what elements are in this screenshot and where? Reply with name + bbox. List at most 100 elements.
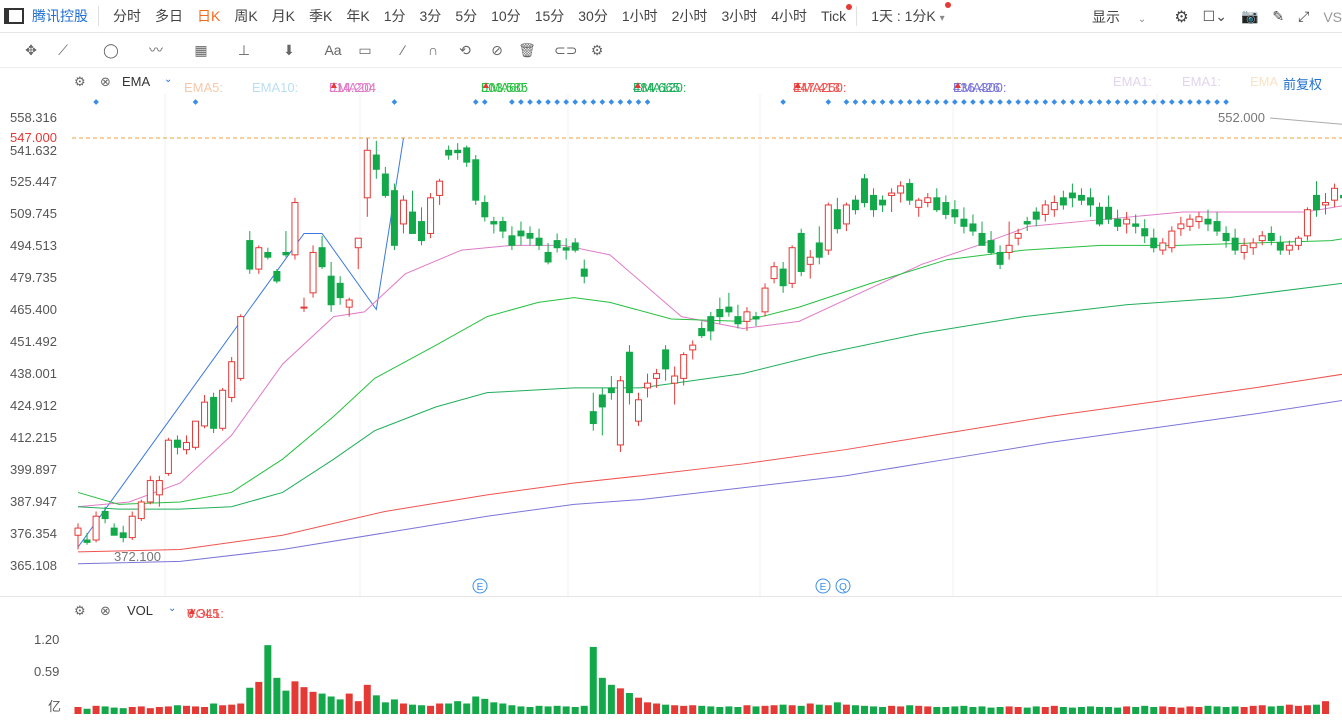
text-tool-icon[interactable]: Aa	[324, 42, 342, 58]
candle-body	[1177, 223, 1185, 230]
tab-yuek[interactable]: 月K	[271, 8, 296, 24]
volume-bar	[625, 693, 633, 714]
tab-fenshi[interactable]: 分时	[113, 8, 141, 24]
ema20-value: 514.204	[329, 80, 376, 95]
chevron-down-icon[interactable]: ⌄	[164, 74, 173, 85]
display-menu[interactable]: 显示 ⌄	[1092, 7, 1160, 27]
candle-body	[806, 256, 814, 265]
candle-body	[725, 306, 733, 313]
tab-1h[interactable]: 1小时	[621, 8, 658, 24]
volume-bar	[427, 705, 435, 714]
sync-icon[interactable]: ⟲	[459, 42, 471, 58]
event-marker-icon	[572, 99, 579, 105]
candle-body	[1023, 221, 1031, 225]
vol1-label: VOL1:	[187, 606, 224, 621]
tab-niank[interactable]: 年K	[346, 8, 370, 24]
event-marker-icon	[1187, 99, 1193, 105]
pencil-icon[interactable]: ✎	[1272, 8, 1285, 24]
fullscreen-icon[interactable]: ⤢	[1298, 8, 1310, 24]
event-marker-icon	[825, 99, 832, 105]
event-marker-icon	[879, 99, 886, 105]
candle-body	[372, 154, 380, 170]
close-icon[interactable]: ⊗	[100, 74, 111, 89]
volume-bar	[580, 705, 588, 714]
tab-15min[interactable]: 15分	[534, 8, 565, 24]
volume-bar	[797, 705, 805, 714]
arrow-down-icon[interactable]: ⬇	[283, 42, 295, 58]
up-arrow-icon: ▲	[481, 80, 491, 91]
close-icon[interactable]: ⊗	[100, 603, 111, 618]
settings-icon[interactable]: ⚙	[74, 603, 86, 618]
adjust-select[interactable]: 前复权	[1283, 77, 1323, 92]
vol-legend: ⚙ ⊗ VOL ⌄ VOL1: 0.345 ▲	[0, 600, 600, 622]
y-tick: 438.001	[10, 366, 57, 381]
volume-bar	[1195, 707, 1203, 714]
wave-tool-icon[interactable]: 〰	[149, 42, 163, 58]
tab-3min[interactable]: 3分	[419, 8, 442, 24]
settings-icon[interactable]: ⚙	[74, 74, 86, 89]
volume-chart[interactable]	[0, 622, 1342, 724]
volume-bar	[779, 704, 787, 714]
chevron-down-icon[interactable]: ⌄	[168, 603, 177, 614]
volume-bar	[1240, 707, 1248, 714]
camera-icon[interactable]: 📷	[1240, 8, 1259, 24]
tab-3h[interactable]: 3小时	[721, 8, 758, 24]
candle-body	[797, 232, 805, 272]
volume-bar	[1177, 707, 1185, 714]
candlestick-chart[interactable]: 552.000 372.100 E E Q	[0, 94, 1342, 596]
tab-tick[interactable]: Tick	[821, 4, 853, 24]
high-leader	[1269, 117, 1342, 125]
circle-tool-icon[interactable]: ◯	[103, 42, 119, 58]
move-icon[interactable]: ✥	[25, 42, 37, 58]
event-marker-icon	[1042, 99, 1049, 105]
tab-1min[interactable]: 1分	[383, 8, 406, 24]
measure-tool-icon[interactable]: ⊥	[237, 42, 251, 58]
volume-bar	[671, 705, 679, 714]
indicator-name[interactable]: EMA	[122, 74, 151, 89]
volume-bar	[1014, 707, 1022, 714]
eraser-icon[interactable]: ∕	[401, 42, 405, 58]
gear-icon[interactable]: ⚙	[590, 42, 604, 58]
volume-bar	[553, 705, 561, 714]
tab-30min[interactable]: 30分	[578, 8, 608, 24]
tab-5min[interactable]: 5分	[455, 8, 478, 24]
event-badge-icon	[835, 578, 851, 594]
layout-icon[interactable]: ☐⌄	[1202, 8, 1227, 24]
line-tool-icon[interactable]: ⟋	[58, 42, 68, 58]
tab-10min[interactable]: 10分	[491, 8, 521, 24]
hide-icon[interactable]: ⊘	[491, 42, 503, 58]
volume-bar	[662, 704, 670, 714]
link-icon[interactable]: ⊂⊃	[554, 42, 578, 58]
tab-4h[interactable]: 4小时	[771, 8, 808, 24]
y-tick: 541.632	[10, 143, 57, 158]
volume-bar	[1303, 705, 1311, 714]
candle-body	[662, 349, 670, 370]
tab-rik[interactable]: 日K	[197, 8, 221, 24]
settings-icon[interactable]: ⚙	[1174, 8, 1189, 26]
candle-body	[1050, 202, 1058, 211]
tab-duori[interactable]: 多日	[155, 8, 183, 24]
tab-jik[interactable]: 季K	[309, 8, 333, 24]
sidebar-toggle-icon[interactable]	[4, 8, 24, 24]
event-marker-icon	[1096, 99, 1103, 105]
candle-body	[1258, 235, 1266, 242]
ema-extra-legend: EMA	[1250, 74, 1279, 89]
comment-icon[interactable]: ▭	[358, 42, 372, 58]
volume-bar	[381, 702, 389, 714]
volume-bar	[987, 707, 995, 714]
fib-tool-icon[interactable]: ▦	[194, 42, 208, 58]
multi-period-select[interactable]: 1天 : 1分K ▾	[871, 2, 951, 26]
stock-symbol[interactable]: 腾讯控股	[32, 8, 88, 24]
candle-body	[418, 221, 426, 242]
event-marker-icon	[1223, 99, 1229, 105]
tab-zhouk[interactable]: 周K	[234, 8, 258, 24]
vol-indicator-name[interactable]: VOL	[127, 603, 154, 618]
magnet-icon[interactable]: ∩	[427, 42, 439, 58]
volume-bar	[273, 677, 281, 714]
tab-2h[interactable]: 2小时	[671, 8, 708, 24]
trash-icon[interactable]: 🗑	[518, 42, 536, 58]
compare-vs[interactable]: VS	[1323, 8, 1342, 25]
volume-bar	[372, 695, 380, 714]
event-marker-icon	[1015, 99, 1021, 105]
candle-body	[255, 247, 263, 270]
